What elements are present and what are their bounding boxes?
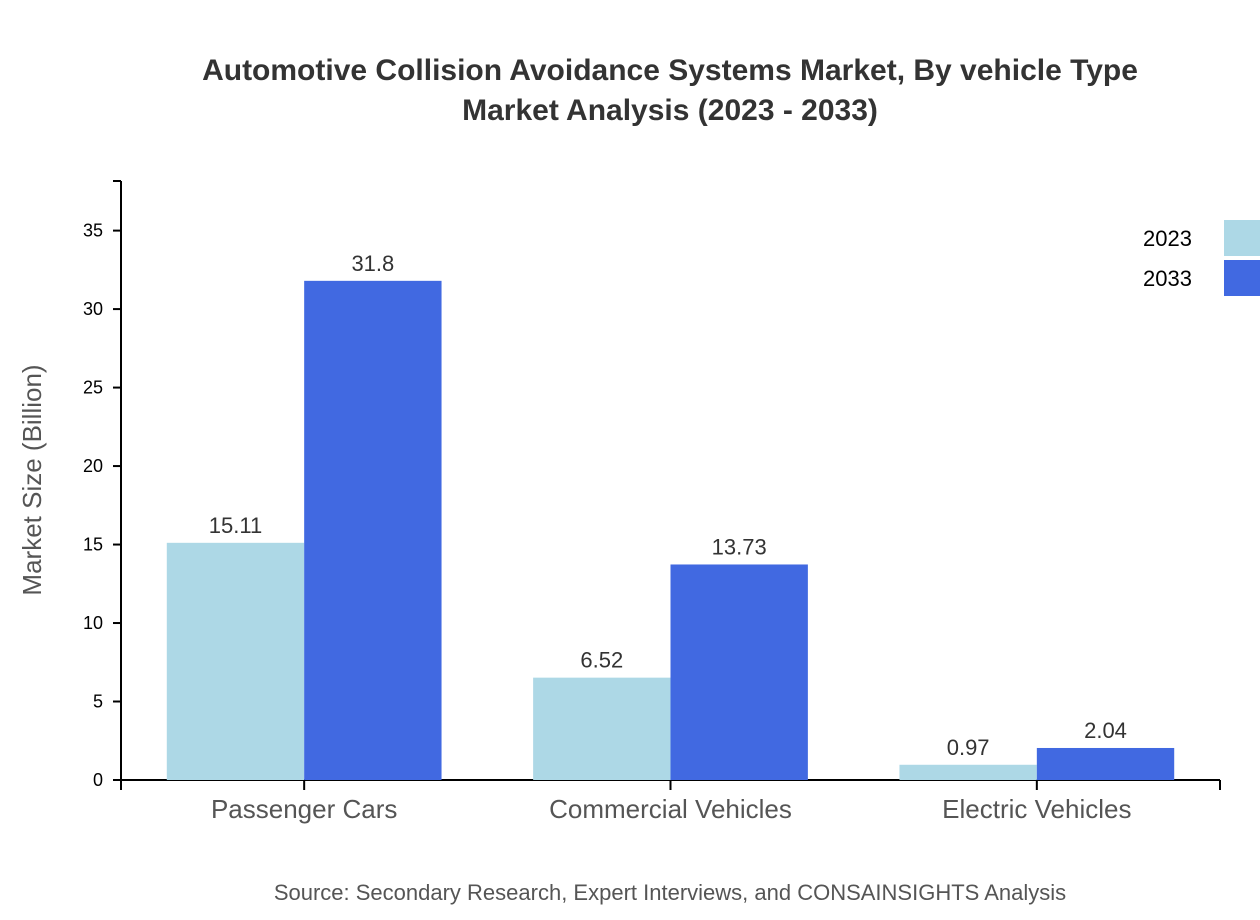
bar-2023 [899,764,1037,780]
y-tick-label: 0 [93,770,103,790]
x-tick-label: Passenger Cars [211,794,397,824]
data-label: 6.52 [580,648,623,673]
y-tick-label: 10 [83,613,103,633]
y-tick-label: 35 [83,221,103,241]
legend-swatch-2033 [1224,260,1260,296]
y-tick-label: 15 [83,535,103,555]
y-tick-label: 30 [83,299,103,319]
chart-title-line1: Automotive Collision Avoidance Systems M… [202,54,1138,87]
data-label: 2.04 [1084,718,1127,743]
chart-title-line2: Market Analysis (2023 - 2033) [462,94,878,127]
data-label: 15.11 [209,513,262,538]
data-label: 0.97 [947,735,990,760]
source-note: Source: Secondary Research, Expert Inter… [274,880,1066,905]
bar-2033 [1036,747,1175,780]
data-label: 13.73 [712,534,767,559]
legend-swatch-2023 [1224,220,1260,256]
x-tick-label: Commercial Vehicles [549,794,792,824]
y-tick-label: 20 [83,456,103,476]
legend-label: 2033 [1143,266,1192,291]
legend-label: 2023 [1143,226,1192,251]
x-tick-label: Electric Vehicles [942,794,1131,824]
bar-2033 [304,280,442,780]
y-tick-label: 25 [83,378,103,398]
bar-2033 [670,564,808,780]
bar-2023 [166,542,305,780]
y-axis-label: Market Size (Billion) [17,364,47,595]
bar-2023 [533,677,671,780]
y-tick-label: 5 [93,692,103,712]
data-label: 31.8 [351,251,394,276]
